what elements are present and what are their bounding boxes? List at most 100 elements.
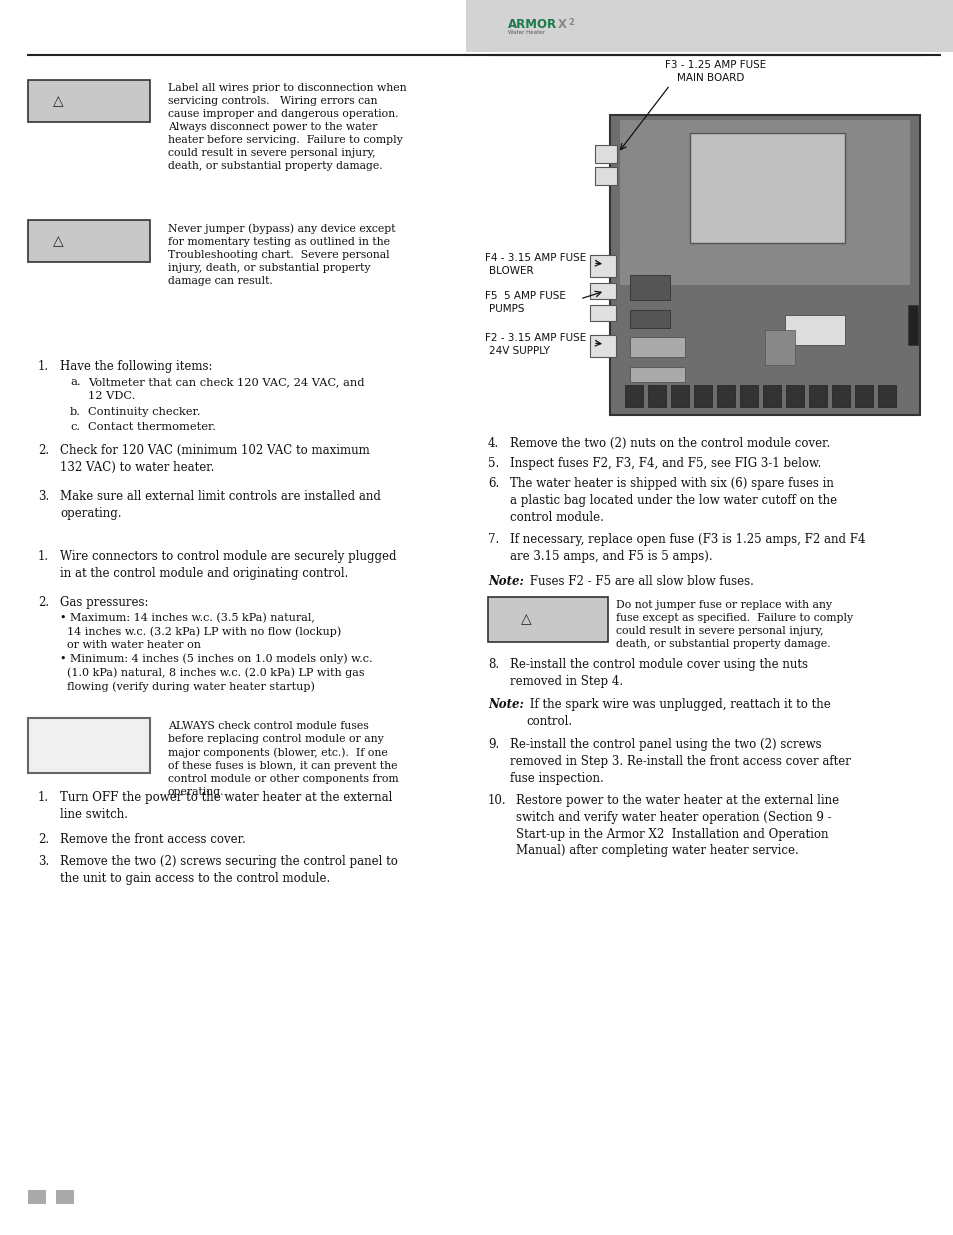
Circle shape — [781, 312, 787, 317]
Circle shape — [906, 403, 916, 412]
Circle shape — [761, 312, 767, 317]
Text: ARMOR: ARMOR — [507, 19, 557, 31]
Text: 3.: 3. — [38, 855, 50, 868]
Bar — [609, 115, 919, 415]
Text: Wire connectors to control module are securely plugged
in at the control module : Wire connectors to control module are se… — [60, 550, 396, 579]
Bar — [740, 385, 758, 408]
Text: 4.: 4. — [488, 437, 498, 450]
Text: 1.: 1. — [38, 550, 49, 563]
Text: Fuses F2 - F5 are all slow blow fuses.: Fuses F2 - F5 are all slow blow fuses. — [525, 576, 753, 588]
Bar — [693, 385, 711, 408]
Bar — [717, 385, 734, 408]
Bar — [762, 385, 781, 408]
Text: Continuity checker.: Continuity checker. — [88, 408, 200, 417]
Bar — [28, 718, 150, 773]
Text: Make sure all external limit controls are installed and
operating.: Make sure all external limit controls ar… — [60, 490, 380, 520]
Text: △: △ — [520, 613, 531, 626]
Circle shape — [856, 135, 912, 191]
Text: Never jumper (bypass) any device except
for momentary testing as outlined in the: Never jumper (bypass) any device except … — [168, 224, 395, 285]
Text: Inspect fuses F2, F3, F4, and F5, see FIG 3-1 below.: Inspect fuses F2, F3, F4, and F5, see FI… — [510, 457, 821, 471]
Bar — [28, 220, 150, 262]
Bar — [589, 254, 616, 277]
Text: 2.: 2. — [38, 445, 49, 457]
Text: Remove the front access cover.: Remove the front access cover. — [60, 832, 246, 846]
Text: Gas pressures:: Gas pressures: — [60, 597, 149, 609]
Text: PUMPS: PUMPS — [489, 304, 524, 314]
Bar — [689, 133, 844, 243]
Text: Restore power to the water heater at the external line
switch and verify water h: Restore power to the water heater at the… — [516, 794, 839, 857]
Text: 1.: 1. — [38, 359, 49, 373]
Bar — [465, 0, 953, 52]
Bar — [56, 1191, 74, 1204]
Text: 9.: 9. — [488, 739, 498, 751]
Bar — [488, 597, 607, 642]
Text: 24V SUPPLY: 24V SUPPLY — [489, 346, 549, 356]
Text: X: X — [558, 19, 566, 31]
Circle shape — [906, 119, 916, 128]
Text: Contact thermometer.: Contact thermometer. — [88, 422, 215, 432]
Text: Turn OFF the power to the water heater at the external
line switch.: Turn OFF the power to the water heater a… — [60, 790, 392, 821]
Bar — [831, 385, 849, 408]
Bar — [589, 335, 616, 357]
Text: Re-install the control module cover using the nuts
removed in Step 4.: Re-install the control module cover usin… — [510, 658, 807, 688]
Circle shape — [866, 144, 902, 182]
Text: BLOWER: BLOWER — [489, 266, 533, 275]
Text: Water Heater: Water Heater — [507, 30, 544, 35]
Text: a.: a. — [70, 377, 81, 387]
Text: The water heater is shipped with six (6) spare fuses in
a plastic bag located un: The water heater is shipped with six (6)… — [510, 477, 836, 524]
Text: 2.: 2. — [38, 832, 49, 846]
Text: • Maximum: 14 inches w.c. (3.5 kPa) natural,
  14 inches w.c. (3.2 kPa) LP with : • Maximum: 14 inches w.c. (3.5 kPa) natu… — [60, 613, 372, 692]
Text: F5  5 AMP FUSE: F5 5 AMP FUSE — [484, 291, 565, 301]
Text: 1.: 1. — [38, 790, 49, 804]
Bar — [629, 337, 684, 357]
Text: Check for 120 VAC (minimum 102 VAC to maximum
132 VAC) to water heater.: Check for 120 VAC (minimum 102 VAC to ma… — [60, 445, 370, 474]
Bar — [764, 330, 794, 366]
Bar — [629, 367, 684, 382]
Circle shape — [855, 341, 883, 369]
Text: MAIN BOARD: MAIN BOARD — [677, 73, 743, 83]
Text: 2: 2 — [567, 19, 574, 27]
Bar — [670, 385, 688, 408]
Circle shape — [821, 291, 857, 329]
Text: F4 - 3.15 AMP FUSE: F4 - 3.15 AMP FUSE — [484, 253, 586, 263]
Circle shape — [771, 312, 778, 317]
Bar — [595, 167, 617, 185]
Bar — [877, 385, 895, 408]
Bar — [619, 120, 909, 285]
Text: △: △ — [52, 94, 63, 107]
Text: 2.: 2. — [38, 597, 49, 609]
Bar — [647, 385, 665, 408]
Text: Have the following items:: Have the following items: — [60, 359, 213, 373]
Text: 6.: 6. — [488, 477, 498, 490]
Text: 5.: 5. — [488, 457, 498, 471]
Bar — [28, 1191, 46, 1204]
Text: F2 - 3.15 AMP FUSE: F2 - 3.15 AMP FUSE — [484, 333, 586, 343]
Text: Voltmeter that can check 120 VAC, 24 VAC, and: Voltmeter that can check 120 VAC, 24 VAC… — [88, 377, 364, 387]
Text: If necessary, replace open fuse (F3 is 1.25 amps, F2 and F4
are 3.15 amps, and F: If necessary, replace open fuse (F3 is 1… — [510, 534, 864, 563]
Bar — [589, 283, 616, 299]
Text: Label all wires prior to disconnection when
servicing controls.   Wiring errors : Label all wires prior to disconnection w… — [168, 83, 406, 172]
Bar — [28, 80, 150, 122]
Text: 12 VDC.: 12 VDC. — [88, 391, 135, 401]
Bar — [624, 385, 642, 408]
Text: Note:: Note: — [488, 698, 523, 711]
Bar — [907, 305, 917, 345]
Bar — [595, 144, 617, 163]
Text: 3.: 3. — [38, 490, 50, 503]
Text: △: △ — [52, 233, 63, 248]
Circle shape — [613, 403, 622, 412]
Text: ALWAYS check control module fuses
before replacing control module or any
major c: ALWAYS check control module fuses before… — [168, 721, 398, 797]
Bar — [785, 385, 803, 408]
Text: 7.: 7. — [488, 534, 498, 546]
Text: Remove the two (2) screws securing the control panel to
the unit to gain access : Remove the two (2) screws securing the c… — [60, 855, 397, 884]
Bar — [808, 385, 826, 408]
Circle shape — [613, 119, 622, 128]
Text: If the spark wire was unplugged, reattach it to the
control.: If the spark wire was unplugged, reattac… — [525, 698, 830, 727]
Bar — [629, 275, 669, 300]
Circle shape — [791, 312, 797, 317]
Text: 10.: 10. — [488, 794, 506, 806]
Bar — [854, 385, 872, 408]
Text: 8.: 8. — [488, 658, 498, 671]
Text: Note:: Note: — [488, 576, 523, 588]
Text: c.: c. — [70, 422, 80, 432]
